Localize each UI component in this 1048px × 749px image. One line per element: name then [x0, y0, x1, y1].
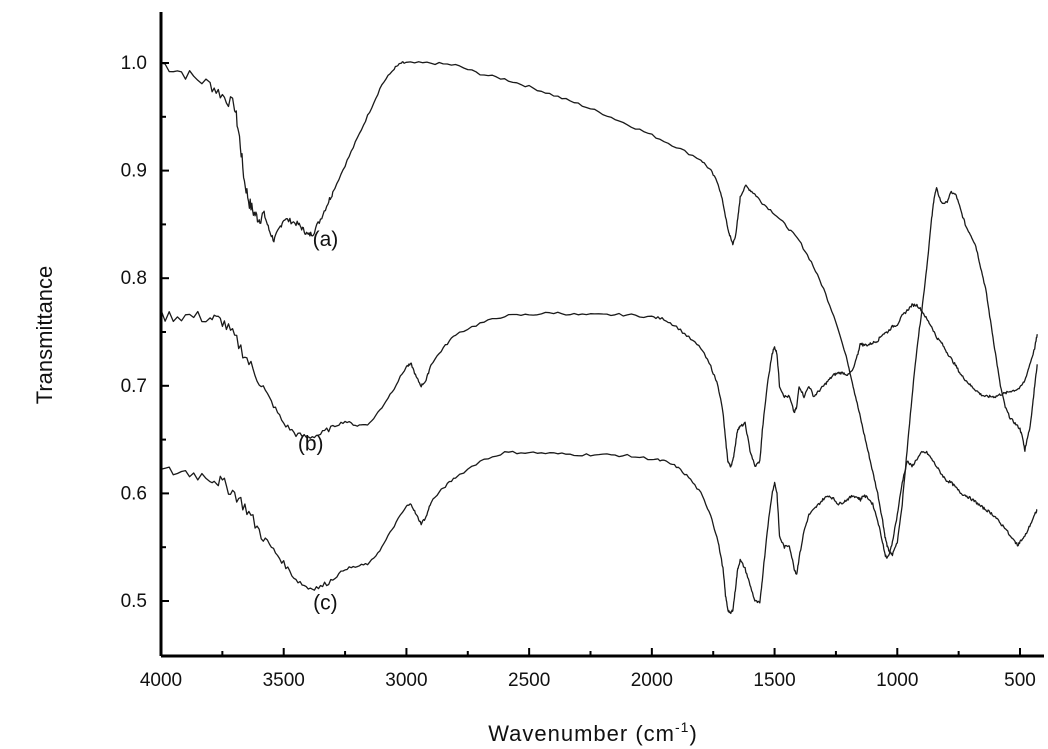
- y-tick-label: 0.9: [121, 161, 147, 182]
- x-axis-title-suffix: ): [689, 721, 697, 746]
- series-label-a: (a): [313, 228, 339, 251]
- x-tick-label: 1000: [876, 670, 918, 691]
- series-label-b: (b): [298, 432, 324, 455]
- series-labels: (a) (b) (c): [298, 228, 338, 615]
- x-tick-label: 4000: [140, 670, 182, 691]
- x-tick-label: 2000: [631, 670, 673, 691]
- x-tick-label: 3500: [263, 670, 305, 691]
- y-axis-title: Transmittance: [32, 266, 57, 405]
- series-label-c: (c): [313, 592, 338, 615]
- y-tick-label: 0.7: [121, 376, 147, 397]
- x-axis-title: Wavenumber (cm-1): [488, 719, 698, 746]
- y-tick-label: 0.6: [121, 483, 147, 504]
- x-tick-label: 2500: [508, 670, 550, 691]
- series-line-a: [160, 61, 1038, 557]
- x-axis-title-superscript: -1: [675, 719, 689, 735]
- y-axis-ticks: 0.5 0.6 0.7 0.8 0.9 1.0: [121, 53, 169, 612]
- x-tick-label: 500: [1004, 670, 1036, 691]
- y-tick-label: 0.5: [121, 591, 147, 612]
- x-tick-label: 3000: [385, 670, 427, 691]
- x-axis-ticks: 4000 3500 3000 2500 2000 1500 1000 500: [140, 648, 1036, 691]
- x-axis-title-main: Wavenumber (cm: [488, 721, 675, 746]
- series-line-b: [160, 303, 1038, 468]
- x-tick-label: 1500: [753, 670, 795, 691]
- series-line-c: [160, 450, 1038, 615]
- y-tick-label: 0.8: [121, 268, 147, 289]
- y-tick-label: 1.0: [121, 53, 147, 74]
- series-group: [160, 61, 1038, 615]
